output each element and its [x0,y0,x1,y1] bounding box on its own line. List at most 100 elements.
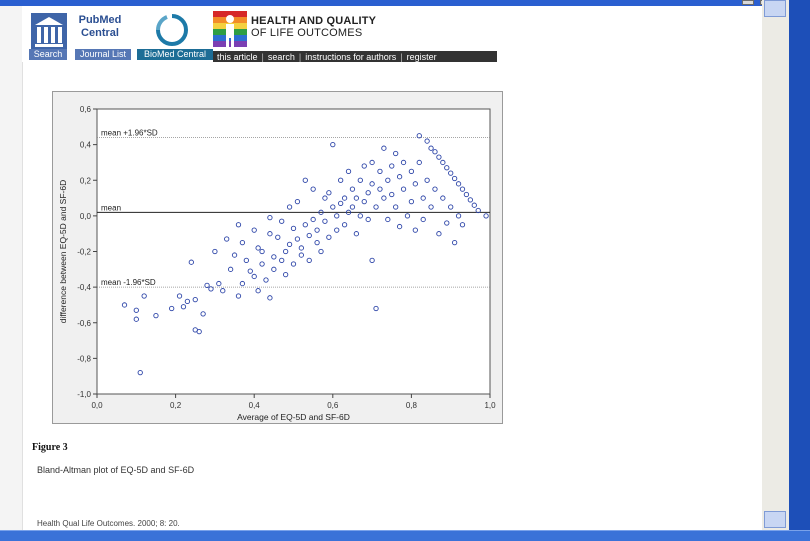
data-point [381,145,387,151]
data-point [326,234,332,240]
data-point [137,369,143,376]
nav-this-article[interactable]: this article [217,52,258,62]
data-point [208,286,214,292]
data-point [432,149,438,155]
data-point [369,159,375,166]
data-point [255,288,261,294]
minimize-icon[interactable] [742,0,754,5]
data-point [255,245,261,251]
data-point [353,195,360,201]
data-point [467,197,473,203]
taskbar [0,530,810,541]
data-point [231,252,238,258]
plot-area [96,108,491,395]
data-point [369,181,375,187]
data-point [224,236,230,242]
y-tick-label: 0,4 [80,141,92,150]
y-tick-label: -0,8 [77,354,91,363]
scroll-up-icon[interactable] [764,0,786,17]
x-tick-label: 0,2 [170,401,182,410]
data-point [330,204,336,210]
data-point [475,207,481,214]
y-tick-label: -0,4 [77,283,91,292]
y-axis-label: difference between EQ-5D and SF-6D [58,180,68,323]
data-point [381,195,387,201]
data-point [365,216,371,223]
biomed-central-logo[interactable]: BioMed Central [137,9,213,61]
data-point [169,305,175,312]
data-point [279,218,285,224]
data-point [338,177,344,183]
journal-banner[interactable]: HEALTH AND QUALITY OF LIFE OUTCOMES [213,9,497,51]
rainbow-person-icon [213,11,247,47]
data-point [251,273,257,280]
data-point [338,200,344,207]
data-point [298,245,305,251]
data-point [326,190,332,196]
data-point [396,174,403,180]
data-point [192,296,198,303]
data-point [227,266,234,272]
data-point [322,218,328,224]
data-point [448,204,454,210]
journal-nav-bar: this article | search | instructions for aut… [213,51,497,63]
data-point [306,257,312,264]
data-point [286,204,293,210]
nav-register[interactable]: register [406,52,437,62]
data-point [133,307,139,313]
data-point [444,165,450,171]
scroll-down-icon[interactable] [764,511,786,528]
data-point [463,191,470,198]
data-point [416,159,422,166]
data-point [471,202,477,208]
vertical-scrollbar[interactable] [762,0,789,530]
pubmed-central-logo[interactable]: PubMed Central Search Journal List [27,9,131,61]
x-tick-label: 0,8 [406,401,418,410]
data-point [440,195,446,201]
data-point [389,163,395,169]
data-point [322,195,328,201]
data-point [176,293,183,299]
data-point [286,241,293,248]
data-point [306,232,312,239]
data-point [357,177,363,183]
scatter-chart: 0,60,40,20,0-0,2-0,4-0,6-0,8-1,00,0 0,2 0,… [58,105,496,422]
nav-search[interactable]: search [267,52,295,62]
journal-title-line2: OF LIFE OUTCOMES [251,27,363,39]
data-point [243,257,249,264]
data-point [440,159,446,166]
y-tick-label: 0,2 [80,176,92,185]
x-axis-label: Average of EQ-5D and SF-6D [237,412,350,422]
journal-list-link[interactable]: Journal List [75,49,131,60]
data-point [275,234,281,240]
data-point [259,248,265,255]
data-point [310,216,316,223]
search-link[interactable]: Search [29,49,67,60]
nav-instructions[interactable]: instructions for authors [305,52,397,62]
citation[interactable]: Health Qual Life Outcomes. 2000; 8: 20. [37,519,180,528]
data-point [318,248,324,255]
data-point [412,181,418,187]
data-point [428,204,434,210]
data-point [428,145,434,151]
data-point [271,266,277,272]
circular-arrows-icon [156,14,188,46]
reference-line-label: mean -1.96*SD [101,278,156,287]
data-point [404,213,411,219]
bland-altman-figure[interactable]: 0,6 0,4 0,2 0,0 -0,2 -0,4 -0,6 -0,8 -1,0 0,0 0,2 0,… [52,91,503,424]
x-tick-label: 0,0 [91,401,103,410]
data-point [424,177,430,183]
figure-label: Figure 3 [32,442,68,453]
data-point [455,181,462,187]
data-point [239,239,246,246]
left-margin [0,6,22,530]
data-point [235,222,242,228]
data-point [369,257,375,264]
data-point [451,175,458,182]
data-point [341,195,348,201]
window-right-border [789,0,810,540]
y-tick-label: 0,6 [80,105,92,114]
data-point [294,236,301,242]
data-point [393,204,399,210]
data-point [373,204,379,210]
